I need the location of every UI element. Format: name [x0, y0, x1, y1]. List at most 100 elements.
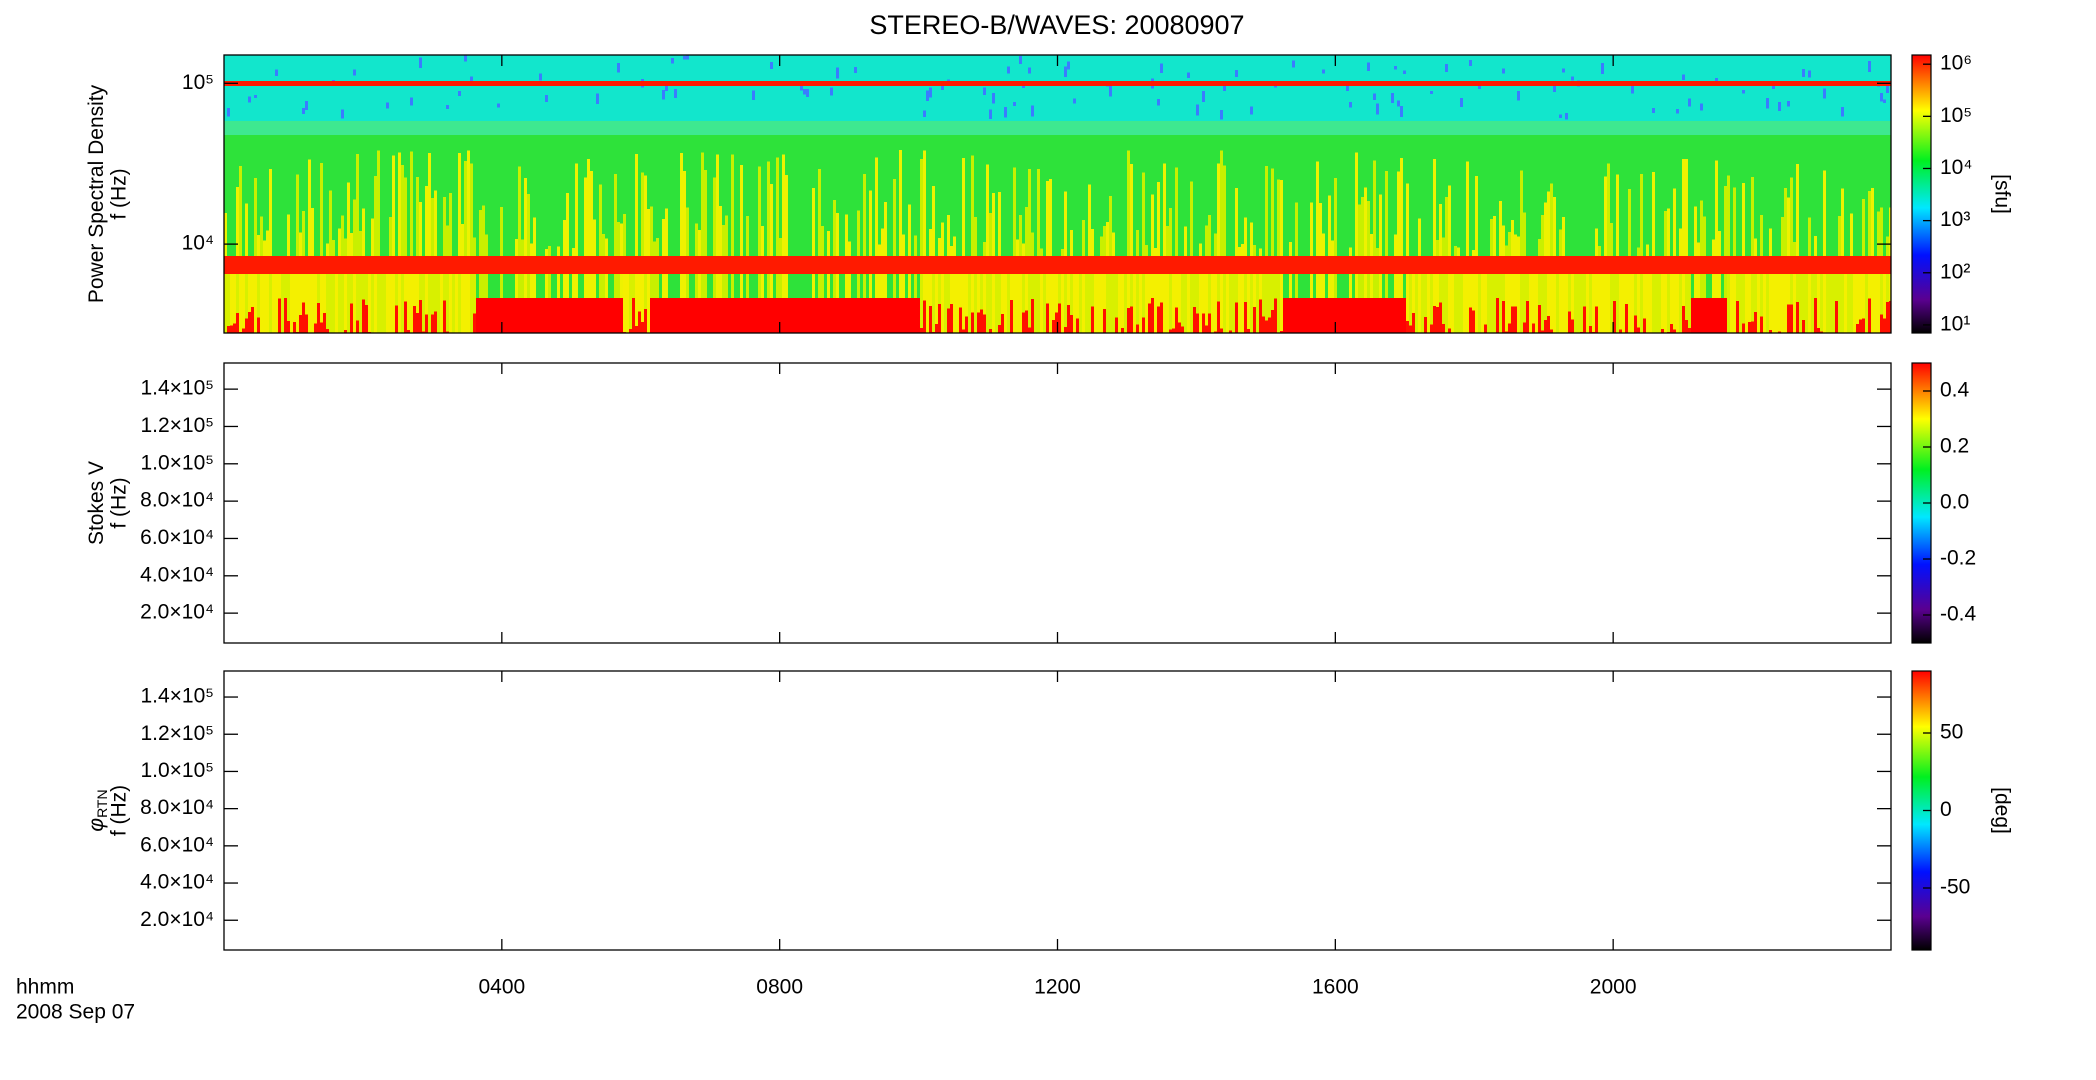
- streak: [1697, 298, 1700, 333]
- streak: [1451, 274, 1454, 333]
- streak: [1310, 298, 1313, 333]
- streak: [584, 177, 587, 298]
- streak: [1433, 305, 1436, 333]
- streak: [878, 298, 881, 333]
- streak: [1340, 298, 1343, 333]
- streak: [1565, 274, 1568, 333]
- fleck: [1223, 85, 1226, 92]
- fleck: [1031, 105, 1034, 117]
- streak: [1136, 274, 1139, 333]
- streak: [1148, 274, 1151, 333]
- streak: [1130, 163, 1133, 298]
- streak: [287, 274, 290, 333]
- streak: [326, 274, 329, 333]
- fleck: [1007, 66, 1010, 74]
- streak: [1148, 303, 1151, 333]
- streak: [1616, 274, 1619, 333]
- streak: [1724, 186, 1727, 298]
- streak: [575, 163, 578, 298]
- colorbar-tick-label: 10⁴: [1940, 156, 1972, 179]
- streak: [782, 154, 785, 298]
- streak: [1499, 274, 1502, 333]
- streak: [1466, 161, 1469, 298]
- fleck: [830, 87, 833, 96]
- fleck: [539, 73, 542, 81]
- streak: [704, 169, 707, 298]
- fleck: [1109, 85, 1112, 97]
- streak: [425, 185, 428, 298]
- streak: [1694, 298, 1697, 333]
- streak: [434, 190, 437, 298]
- streak: [1142, 317, 1145, 333]
- streak: [815, 298, 818, 333]
- streak: [374, 274, 377, 333]
- streak: [1799, 274, 1802, 333]
- streak: [854, 298, 857, 333]
- streak: [1553, 274, 1556, 333]
- streak: [245, 203, 248, 298]
- streak: [830, 298, 833, 333]
- streak: [998, 274, 1001, 333]
- streak: [1604, 274, 1607, 333]
- streak: [1571, 274, 1574, 333]
- streak: [1634, 315, 1637, 333]
- streak: [1295, 202, 1298, 298]
- streak: [1544, 274, 1547, 333]
- streak: [1613, 301, 1616, 333]
- streak: [746, 298, 749, 333]
- streak: [1685, 158, 1688, 298]
- streak: [1574, 274, 1577, 333]
- streak: [431, 274, 434, 333]
- fleck: [1073, 98, 1076, 104]
- fleck: [1067, 61, 1070, 70]
- streak: [500, 298, 503, 333]
- colorbar-label: [sfu]: [1990, 174, 2013, 214]
- streak: [545, 298, 548, 333]
- streak: [521, 298, 524, 333]
- streak: [1406, 274, 1409, 333]
- streak: [1046, 180, 1049, 298]
- streak: [1139, 274, 1142, 333]
- streak: [254, 178, 257, 298]
- streak: [1265, 320, 1268, 333]
- streak: [662, 298, 665, 333]
- streak: [413, 306, 416, 333]
- streak: [1367, 298, 1370, 333]
- streak: [1313, 298, 1316, 333]
- streak: [887, 298, 890, 333]
- streak: [1673, 188, 1676, 298]
- streak: [1754, 311, 1757, 333]
- streak: [1394, 298, 1397, 333]
- fleck: [1064, 66, 1067, 77]
- streak: [1358, 204, 1361, 298]
- streak: [494, 298, 497, 333]
- fleck: [665, 83, 668, 91]
- streak: [1469, 307, 1472, 333]
- streak: [1790, 274, 1793, 333]
- streak: [587, 158, 590, 298]
- y-tick-label: 1.0×10⁵: [140, 759, 214, 782]
- streak: [1805, 274, 1808, 333]
- fleck: [353, 69, 356, 76]
- streak: [1724, 298, 1727, 333]
- streak: [1436, 274, 1439, 333]
- streak: [1862, 318, 1865, 333]
- streak: [893, 178, 896, 298]
- streak: [896, 298, 899, 333]
- streak: [458, 274, 461, 333]
- fleck: [1349, 101, 1352, 108]
- streak: [1202, 274, 1205, 333]
- streak: [1844, 274, 1847, 333]
- streak: [344, 329, 347, 333]
- streak: [812, 187, 815, 298]
- streak: [551, 298, 554, 333]
- streak: [1103, 308, 1106, 333]
- streak: [1877, 274, 1880, 333]
- streak: [1721, 298, 1724, 333]
- streak: [266, 274, 269, 333]
- fleck: [1631, 85, 1634, 94]
- streak: [590, 170, 593, 298]
- streak: [899, 150, 902, 298]
- streak: [980, 309, 983, 333]
- streak: [1184, 274, 1187, 333]
